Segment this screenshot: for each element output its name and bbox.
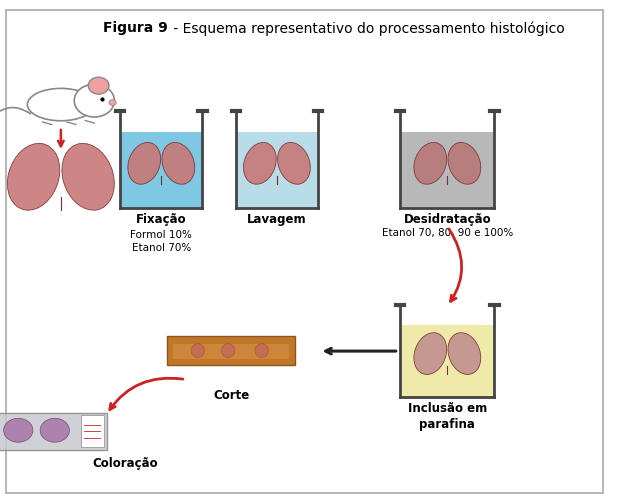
Ellipse shape (255, 344, 269, 358)
Text: - Esquema representativo do processamento histológico: - Esquema representativo do processament… (169, 21, 565, 36)
Bar (81, 415, 104, 447)
Ellipse shape (448, 142, 481, 184)
Text: Formol 10%
Etanol 70%: Formol 10% Etanol 70% (130, 230, 192, 253)
Circle shape (109, 100, 117, 106)
Bar (400, 132, 495, 208)
Ellipse shape (243, 142, 276, 184)
Ellipse shape (162, 142, 194, 184)
Text: Figura 9: Figura 9 (102, 21, 167, 35)
FancyBboxPatch shape (6, 10, 603, 493)
Ellipse shape (28, 88, 94, 121)
Ellipse shape (7, 143, 60, 210)
Text: Coloração: Coloração (92, 457, 158, 470)
Circle shape (40, 418, 70, 442)
Circle shape (74, 84, 115, 117)
Ellipse shape (191, 344, 205, 358)
Text: Lavagem: Lavagem (247, 213, 307, 226)
Ellipse shape (414, 333, 447, 374)
Bar (173, 344, 289, 359)
Circle shape (4, 418, 33, 442)
Bar (400, 325, 495, 397)
Ellipse shape (448, 333, 481, 374)
Ellipse shape (278, 142, 310, 184)
Text: Corte: Corte (213, 389, 249, 402)
Circle shape (88, 77, 109, 94)
Ellipse shape (222, 344, 235, 358)
Ellipse shape (414, 142, 447, 184)
Text: Inclusão em
parafina: Inclusão em parafina (408, 402, 487, 431)
Bar (0, 413, 106, 450)
Ellipse shape (62, 143, 115, 210)
Bar (120, 132, 202, 208)
Bar (236, 132, 318, 208)
Ellipse shape (128, 142, 160, 184)
Text: Fixação: Fixação (136, 213, 187, 226)
Bar (167, 336, 295, 365)
Text: Etanol 70, 80, 90 e 100%: Etanol 70, 80, 90 e 100% (382, 228, 513, 238)
Text: Desidratação: Desidratação (404, 213, 491, 226)
